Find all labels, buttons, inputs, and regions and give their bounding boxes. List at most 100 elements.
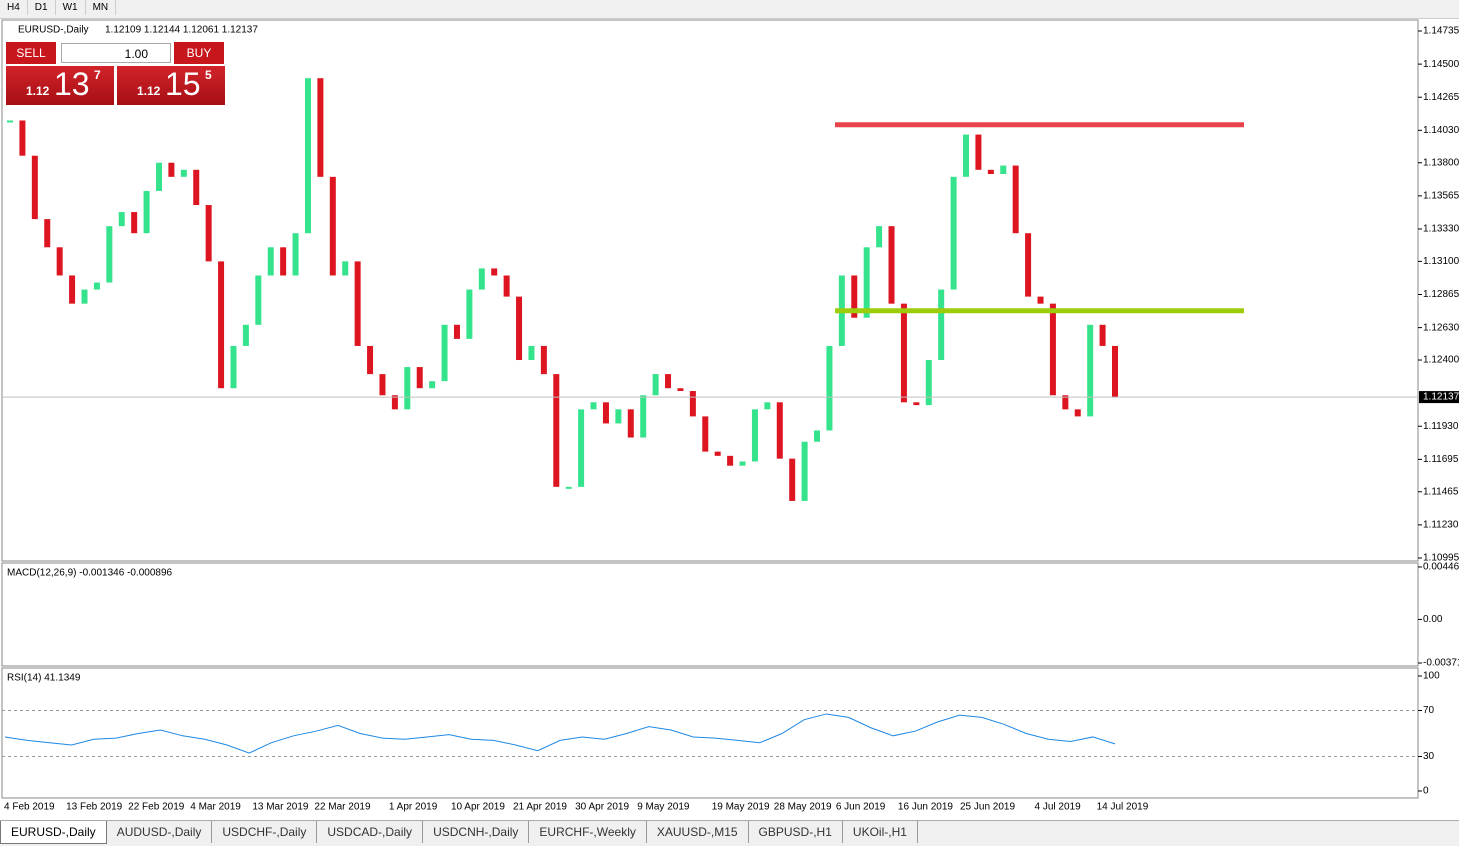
candle-body <box>441 324 448 382</box>
candle-body <box>689 391 696 417</box>
rsi-title: RSI(14) 41.1349 <box>7 673 81 684</box>
candle-body <box>404 367 411 410</box>
x-tick-label: 22 Mar 2019 <box>314 802 371 813</box>
lot-size[interactable]: 1.00 <box>61 43 171 63</box>
ask-price[interactable]: 1.12 15 5 <box>117 66 225 105</box>
candle-body <box>280 247 287 276</box>
candle-body <box>1012 165 1019 234</box>
y-tick-label: 0.00 <box>1423 614 1443 625</box>
price-prefix: 1.12 <box>26 84 50 98</box>
chart-tab[interactable]: GBPUSD-,H1 <box>749 821 843 843</box>
candle-body <box>106 226 113 283</box>
chart-tab[interactable]: USDCAD-,Daily <box>317 821 424 843</box>
x-tick-label: 6 Jun 2019 <box>836 802 886 813</box>
candle-body <box>44 219 51 248</box>
price-prefix: 1.12 <box>137 84 161 98</box>
candle-body <box>56 247 63 276</box>
timeframe-button[interactable]: W1 <box>56 0 86 15</box>
candle-body <box>466 289 473 339</box>
y-tick-label: 1.14265 <box>1423 92 1459 103</box>
candle-body <box>776 402 783 459</box>
price-small: 7 <box>94 68 101 82</box>
candle-body <box>553 374 560 487</box>
y-tick-label: 1.13330 <box>1423 224 1459 235</box>
candle-body <box>1062 395 1069 410</box>
candle-body <box>329 176 336 276</box>
y-tick-label: 30 <box>1423 751 1435 762</box>
y-tick-label: -0.003715 <box>1423 658 1459 669</box>
candle-body <box>590 402 597 410</box>
current-price-box <box>1419 391 1459 404</box>
candle-body <box>814 430 821 442</box>
candle-body <box>81 289 88 304</box>
candle-body <box>565 486 572 489</box>
timeframe-button[interactable]: D1 <box>28 0 56 15</box>
candle-body <box>751 409 758 462</box>
candle-body <box>876 226 883 248</box>
chart-tab[interactable]: XAUUSD-,M15 <box>647 821 749 843</box>
chart-tab[interactable]: USDCHF-,Daily <box>212 821 318 843</box>
candle-body <box>31 155 38 220</box>
candle-body <box>516 296 523 361</box>
candle-body <box>168 162 175 177</box>
candle-body <box>143 190 150 234</box>
x-tick-label: 25 Jun 2019 <box>960 802 1015 813</box>
x-tick-label: 21 Apr 2019 <box>513 802 567 813</box>
candle-body <box>391 395 398 410</box>
bid-price[interactable]: 1.12 13 7 <box>6 66 114 105</box>
chart-tab[interactable]: EURCHF-,Weekly <box>529 821 647 843</box>
chart-tab[interactable]: UKOil-,H1 <box>843 821 918 843</box>
candle-body <box>528 345 535 361</box>
chart-tab[interactable]: EURUSD-,Daily <box>0 821 107 844</box>
candle-body <box>478 268 485 290</box>
x-tick-label: 4 Mar 2019 <box>190 802 241 813</box>
y-tick-label: 0 <box>1423 786 1429 797</box>
candle-body <box>851 275 858 318</box>
candle-body <box>627 409 634 438</box>
buy-button[interactable]: BUY <box>174 42 224 64</box>
sell-button[interactable]: SELL <box>6 42 56 64</box>
candle-body <box>416 367 423 389</box>
candle-body <box>888 226 895 304</box>
candle-body <box>180 169 187 177</box>
x-tick-label: 14 Jul 2019 <box>1097 802 1149 813</box>
macd-panel <box>1 562 1419 667</box>
candle-body <box>1112 345 1118 398</box>
x-tick-label: 28 May 2019 <box>774 802 832 813</box>
candle-body <box>1000 165 1007 175</box>
candle-body <box>913 402 920 406</box>
candle-body <box>367 345 374 375</box>
y-tick-label: 0.004465 <box>1423 562 1459 573</box>
y-tick-label: 1.11230 <box>1423 520 1459 531</box>
candle-body <box>963 134 970 177</box>
candle-body <box>801 441 808 501</box>
candle-body <box>1037 296 1044 304</box>
candle-body <box>230 345 237 389</box>
candle-body <box>578 409 585 487</box>
candle-body <box>155 162 162 191</box>
x-tick-label: 13 Feb 2019 <box>66 802 123 813</box>
candle-body <box>342 261 349 276</box>
chart-tab[interactable]: AUDUSD-,Daily <box>107 821 213 843</box>
candle-body <box>826 345 833 431</box>
x-tick-label: 13 Mar 2019 <box>252 802 309 813</box>
chart-window: EURUSD-,Daily 1.12109 1.12144 1.12061 1.… <box>1 19 1459 813</box>
x-tick-label: 16 Jun 2019 <box>898 802 953 813</box>
candle-body <box>7 120 13 123</box>
macd-title: MACD(12,26,9) -0.001346 -0.000896 <box>7 568 173 579</box>
candle-body <box>925 360 932 406</box>
y-tick-label: 1.11465 <box>1423 486 1459 497</box>
y-tick-label: 100 <box>1423 671 1440 682</box>
candle-body <box>789 458 796 501</box>
chart-tab[interactable]: USDCNH-,Daily <box>423 821 530 843</box>
timeframe-button[interactable]: H4 <box>0 0 28 15</box>
ohlc-header: 1.12109 1.12144 1.12061 1.12137 <box>105 25 258 36</box>
symbol-title: EURUSD-,Daily <box>18 25 89 36</box>
candle-body <box>267 247 274 276</box>
timeframe-button[interactable]: MN <box>86 0 117 15</box>
y-tick-label: 1.13100 <box>1423 256 1459 267</box>
y-tick-label: 1.14735 <box>1423 26 1459 37</box>
candle-body <box>292 233 299 276</box>
x-tick-label: 30 Apr 2019 <box>575 802 629 813</box>
